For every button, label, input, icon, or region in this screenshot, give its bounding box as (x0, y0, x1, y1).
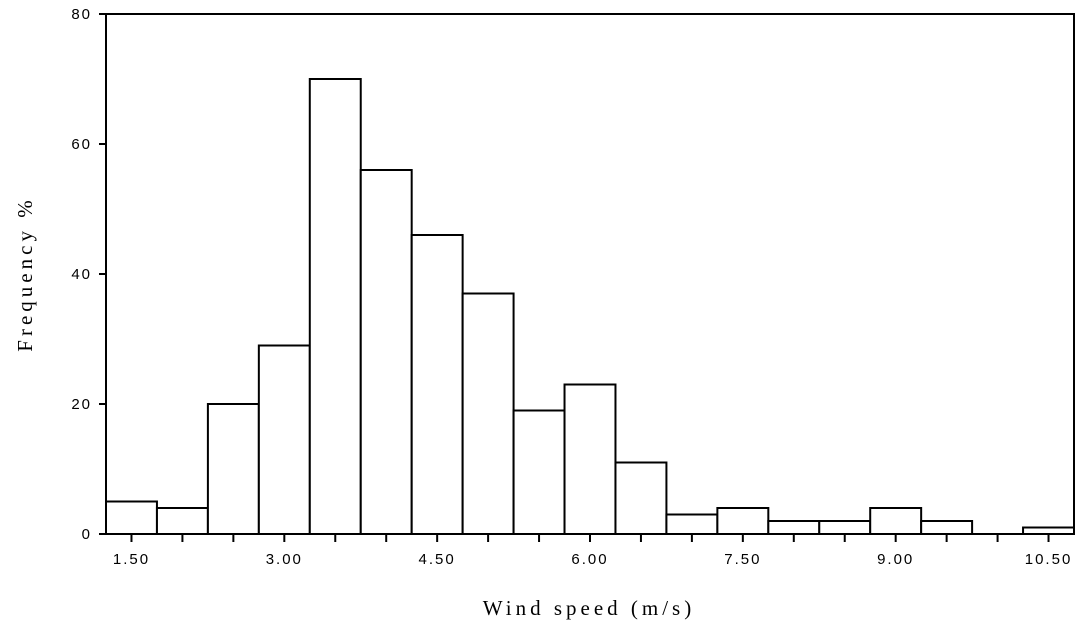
x-ticks-group: 1.50 3.00 4.50 6.00 7.50 9.00 10.50 (113, 534, 1073, 568)
histogram-bar-3 (257, 344, 311, 535)
histogram-bar-12 (716, 507, 770, 535)
histogram-bar-15 (869, 507, 923, 535)
y-tick-label-4: 80 (71, 6, 92, 23)
histogram-bar-1 (155, 507, 209, 535)
histogram-bar-13 (767, 520, 821, 535)
histogram-bar-2 (206, 403, 260, 535)
x-tick-label-5: 9.00 (877, 551, 914, 568)
x-tick-label-1: 3.00 (266, 551, 303, 568)
histogram-bar-9 (563, 383, 617, 535)
y-ticks-group: 0 20 40 60 80 (71, 6, 106, 543)
histogram-bar-6 (410, 234, 464, 535)
histogram-bar-14 (818, 520, 872, 535)
histogram-bar-5 (359, 169, 413, 535)
histogram-bar-16 (920, 520, 974, 535)
histogram-bar-0 (105, 500, 158, 535)
histogram-bar-11 (665, 513, 719, 535)
x-tick-label-2: 4.50 (419, 551, 456, 568)
y-axis-title: Frequency % (13, 196, 37, 351)
x-tick-label-3: 6.00 (571, 551, 608, 568)
histogram-bar-10 (614, 461, 668, 535)
x-tick-label-6: 10.50 (1025, 551, 1073, 568)
x-tick-label-0: 1.50 (113, 551, 150, 568)
histogram-bar-4 (308, 78, 362, 535)
histogram-bar-8 (512, 409, 566, 535)
histogram-bar-7 (461, 292, 515, 535)
bars-group (105, 78, 1075, 535)
plot-frame (105, 13, 1075, 535)
y-tick-label-2: 40 (71, 266, 92, 283)
x-tick-label-4: 7.50 (724, 551, 761, 568)
y-tick-label-1: 20 (71, 396, 92, 413)
x-axis-title: Wind speed (m/s) (483, 596, 695, 620)
y-tick-label-0: 0 (82, 526, 92, 543)
y-tick-label-3: 60 (71, 136, 92, 153)
